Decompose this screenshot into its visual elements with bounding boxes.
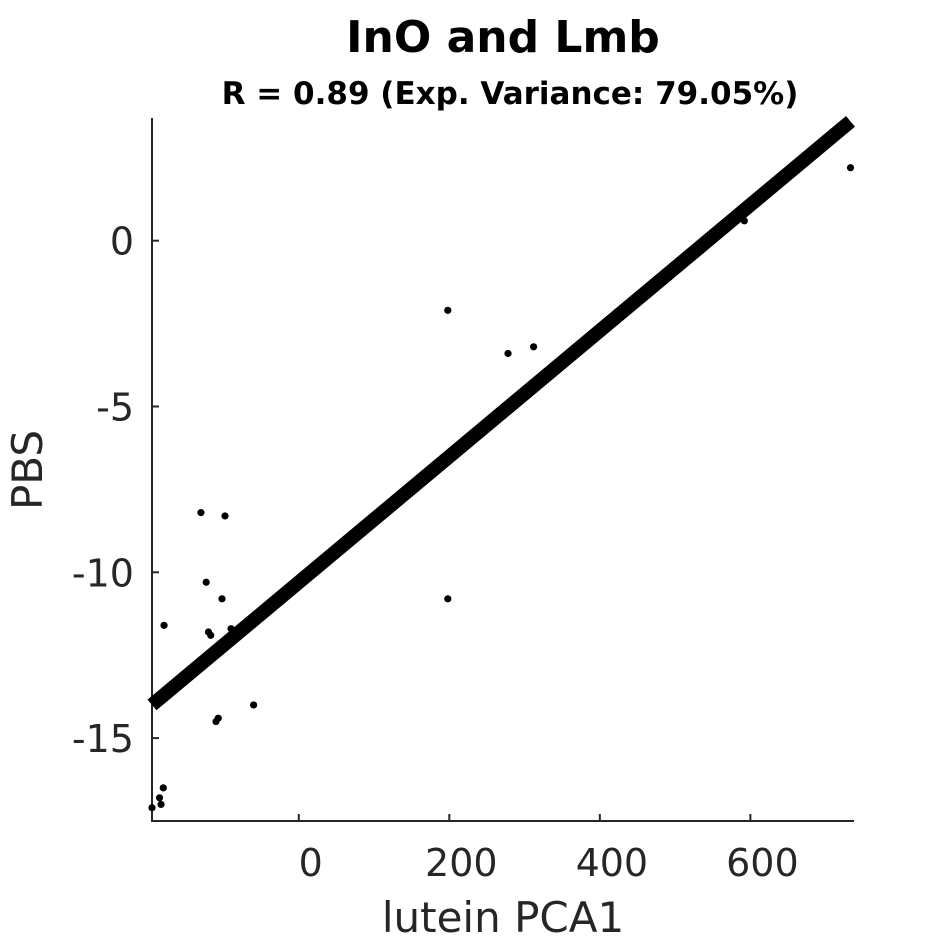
data-point (214, 714, 222, 722)
data-points (148, 164, 855, 812)
data-point (148, 804, 156, 812)
data-point (846, 164, 855, 172)
data-point (218, 595, 226, 603)
data-point (155, 794, 164, 802)
data-point (157, 800, 165, 809)
regression-line (147, 115, 855, 711)
chart-subtitle: R = 0.89 (Exp. Variance: 79.05%) (222, 76, 799, 112)
x-axis-label: lutein PCA1 (382, 893, 624, 942)
y-axis-label: PBS (3, 430, 52, 510)
data-point (444, 595, 452, 603)
data-point (444, 306, 452, 314)
fit-line-group (147, 115, 855, 711)
chart-title: InO and Lmb (346, 12, 660, 63)
x-tick-label: 600 (726, 841, 799, 885)
y-tick-label: -10 (72, 551, 134, 595)
data-point (530, 343, 538, 351)
x-tick-label: 0 (299, 841, 323, 885)
data-point (207, 631, 215, 639)
y-tick-label: 0 (110, 220, 134, 264)
data-point (740, 217, 748, 225)
y-tick-label: -5 (96, 385, 134, 429)
axis-ticks: 0 200 400 600 0 -5 -10 -15 (72, 220, 799, 885)
data-point (197, 509, 205, 517)
x-tick-label: 200 (425, 841, 498, 885)
data-point (202, 578, 210, 586)
data-point (250, 701, 258, 709)
data-point (504, 349, 512, 358)
data-point (221, 512, 229, 520)
data-point (159, 784, 167, 792)
x-tick-label: 400 (576, 841, 649, 885)
y-tick-label: -15 (72, 717, 134, 761)
data-point (160, 621, 168, 629)
data-point (234, 628, 243, 636)
data-point (227, 625, 235, 633)
